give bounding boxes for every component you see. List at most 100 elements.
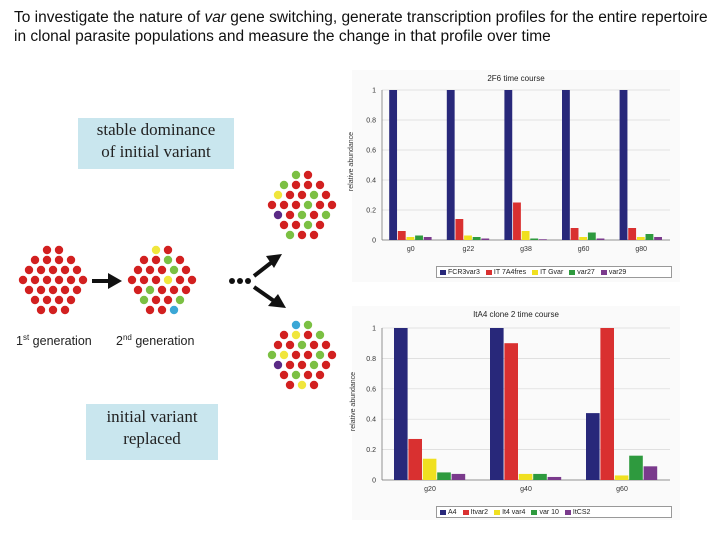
- cell-dot: [66, 275, 76, 285]
- callout-top-line1: stable dominance: [96, 120, 216, 139]
- cell-dot: [309, 340, 319, 350]
- cell-dot: [291, 220, 301, 230]
- cell-dot: [309, 230, 319, 240]
- cell-dot: [42, 275, 52, 285]
- cell-dot: [297, 230, 307, 240]
- cell-dot: [285, 340, 295, 350]
- bar-g0-IT-Gvar: [406, 237, 415, 240]
- cell-dot: [163, 255, 173, 265]
- bar-g20-It4-var4: [422, 458, 437, 480]
- cell-dot: [327, 200, 337, 210]
- cell-dot: [291, 200, 301, 210]
- legend-swatch: [494, 509, 501, 515]
- cell-dot: [327, 350, 337, 360]
- chart1-plot: 0 0.2 0.4 0.6 0.8 1 g0 g22 g38 g60 g80: [366, 88, 670, 253]
- cell-dot: [315, 200, 325, 210]
- bar-g80-var29: [654, 237, 662, 240]
- chart1-title: 2F6 time course: [487, 74, 545, 83]
- cell-dot: [163, 295, 173, 305]
- arrow-gen1-to-gen2: [92, 273, 122, 289]
- cell-dot: [42, 245, 52, 255]
- x-tick-label: g20: [424, 486, 436, 493]
- cell-dot: [145, 265, 155, 275]
- cell-dot: [36, 305, 46, 315]
- legend-entry: A4: [440, 509, 457, 516]
- cell-dot: [297, 380, 307, 390]
- cell-dot: [285, 230, 295, 240]
- legend-swatch: [531, 509, 538, 515]
- cell-dot: [145, 305, 155, 315]
- bar-g20-Itvar2: [408, 438, 422, 480]
- cell-dot: [273, 340, 283, 350]
- y-tick-label: 1: [372, 88, 376, 95]
- cell-dot: [321, 190, 331, 200]
- cell-dot: [181, 285, 191, 295]
- x-tick-label: g22: [463, 246, 475, 253]
- cell-dot: [279, 350, 289, 360]
- bar-g38-var27: [530, 238, 539, 240]
- chart2-legend: A4 Itvar2 It4 var4 var 10 ItCS2: [436, 506, 672, 518]
- cell-dot: [315, 350, 325, 360]
- cell-dot: [72, 265, 82, 275]
- cell-dot: [309, 360, 319, 370]
- cell-dot: [54, 295, 64, 305]
- bar-g20-var-10: [437, 472, 451, 480]
- cell-dot: [127, 275, 137, 285]
- cell-dot: [303, 180, 313, 190]
- bar-g40-It4-var4: [518, 473, 533, 480]
- cell-dot: [163, 245, 173, 255]
- cell-dot: [54, 275, 64, 285]
- legend-entry: ItCS2: [564, 509, 590, 516]
- cell-dot: [273, 210, 283, 220]
- cell-dot: [72, 285, 82, 295]
- callout-stable-dominance: stable dominance of initial variant: [78, 118, 234, 169]
- bar-g22-var27: [472, 237, 481, 240]
- cell-dot: [315, 220, 325, 230]
- legend-entry: IT 7A4fres: [485, 269, 526, 276]
- cell-dot: [303, 350, 313, 360]
- bar-g0-IT-7A4fres: [397, 231, 406, 240]
- cluster-stable-dominance: [267, 170, 337, 240]
- cell-dot: [321, 360, 331, 370]
- slide-heading: To investigate the nature of var gene sw…: [14, 9, 708, 45]
- cell-dot: [303, 170, 313, 180]
- cell-dot: [60, 285, 70, 295]
- cell-dot: [315, 330, 325, 340]
- cell-dot: [279, 180, 289, 190]
- cell-dot: [139, 255, 149, 265]
- bar-g38-var29: [538, 239, 547, 240]
- y-tick-label: 1: [372, 326, 376, 333]
- bar-g60-IT-7A4fres: [570, 228, 579, 240]
- x-tick-label: g0: [407, 246, 415, 253]
- cell-dot: [321, 340, 331, 350]
- cell-dot: [291, 320, 301, 330]
- legend-swatch: [600, 269, 607, 275]
- cell-dot: [303, 330, 313, 340]
- cell-dot: [181, 265, 191, 275]
- bar-g0-var27: [415, 235, 423, 240]
- cell-dot: [48, 305, 58, 315]
- cell-dot: [303, 370, 313, 380]
- bar-g40-var-10: [533, 473, 547, 480]
- cluster-generation-1: [18, 245, 88, 315]
- cell-dot: [285, 190, 295, 200]
- bar-g0-FCR3var3: [389, 90, 398, 240]
- cell-dot: [309, 380, 319, 390]
- cell-dot: [42, 295, 52, 305]
- bar-g80-IT-Gvar: [636, 237, 645, 240]
- cell-dot: [30, 275, 40, 285]
- arrow-up-branch: [252, 254, 282, 278]
- cell-dot: [175, 255, 185, 265]
- y-tick-label: 0.6: [366, 386, 376, 393]
- y-tick-label: 0.6: [366, 148, 376, 155]
- arrow-down-branch: [252, 285, 286, 308]
- cluster-generation-2: [127, 245, 197, 315]
- cell-dot: [48, 265, 58, 275]
- legend-entry: Itvar2: [462, 509, 488, 516]
- chart2-plot: 0 0.2 0.4 0.6 0.8 1 g20 g40 g60: [366, 326, 670, 493]
- first-generation-label: 1st generation: [16, 333, 92, 349]
- bar-g80-FCR3var3: [619, 90, 628, 240]
- cell-dot: [36, 265, 46, 275]
- cell-dot: [145, 285, 155, 295]
- legend-entry: var29: [600, 269, 626, 276]
